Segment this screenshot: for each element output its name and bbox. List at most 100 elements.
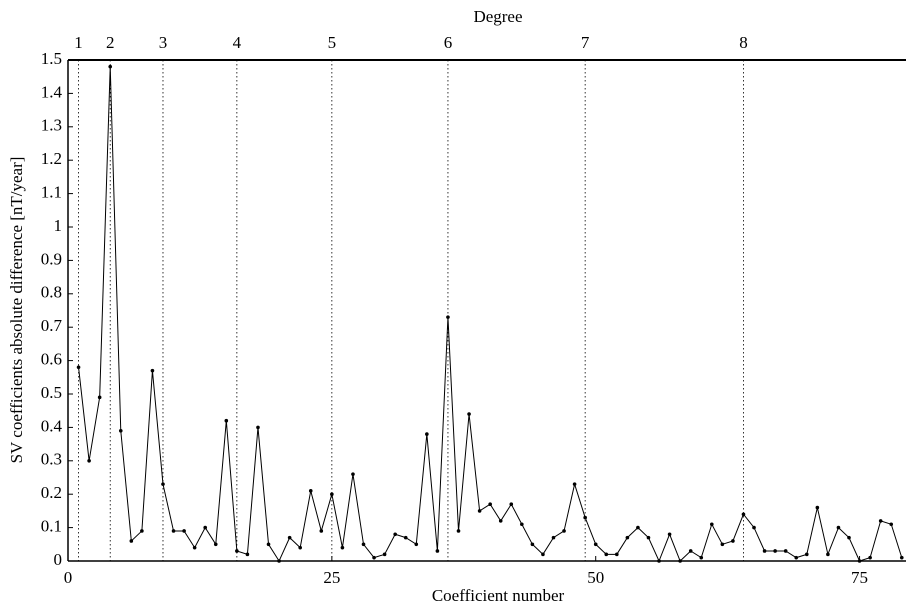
y-axis-title: SV coefficients absolute difference [nT/… [7, 157, 26, 464]
data-point [583, 515, 587, 520]
data-point [520, 522, 524, 527]
data-point [783, 549, 788, 553]
y-tick-label: 0.9 [41, 249, 62, 268]
data-point [245, 552, 250, 557]
data-point [636, 525, 640, 530]
data-point [710, 522, 714, 527]
y-tick-label: 1.4 [41, 82, 63, 101]
y-tick-label: 0.8 [41, 283, 62, 302]
y-tick-label: 1.2 [41, 149, 62, 168]
x-tick-label: 50 [587, 568, 604, 587]
data-point [87, 459, 91, 463]
data-point [330, 492, 334, 497]
data-point [572, 482, 577, 486]
y-tick-label: 1 [54, 216, 63, 235]
data-point [498, 519, 503, 523]
data-point [868, 555, 872, 560]
data-point [97, 395, 102, 400]
data-point [899, 555, 904, 560]
x-tick-label: 75 [851, 568, 868, 587]
y-tick-label: 0.7 [41, 316, 63, 335]
top-tick-label: 1 [74, 33, 83, 52]
data-point [319, 529, 324, 533]
data-point [541, 552, 545, 557]
data-point [266, 542, 271, 547]
data-point [192, 545, 197, 550]
x-tick-label: 0 [64, 568, 73, 587]
top-tick-label: 4 [233, 33, 242, 52]
data-point [509, 502, 514, 507]
data-point [456, 529, 461, 533]
data-point [773, 549, 777, 553]
data-point [488, 502, 492, 507]
data-point [287, 535, 292, 540]
data-point [203, 525, 208, 530]
data-point [118, 428, 123, 433]
y-tick-label: 1.3 [41, 116, 62, 135]
data-point [108, 64, 113, 69]
x-tick-label: 25 [323, 568, 340, 587]
data-point [235, 549, 239, 553]
data-point [688, 549, 693, 553]
top-tick-label: 5 [328, 33, 337, 52]
top-axis-title: Degree [473, 7, 522, 26]
data-point [731, 539, 735, 543]
data-point [878, 519, 883, 523]
data-point [657, 559, 661, 563]
data-point [298, 545, 302, 550]
data-point [720, 542, 725, 547]
data-point [224, 418, 229, 423]
data-point [857, 559, 862, 563]
data-point [667, 532, 672, 537]
data-point [646, 535, 651, 540]
x-axis-title: Coefficient number [432, 586, 565, 605]
data-point [403, 535, 408, 540]
data-point [741, 512, 746, 517]
data-point [393, 532, 397, 537]
data-point [826, 552, 830, 557]
top-tick-label: 8 [739, 33, 748, 52]
data-point [76, 365, 81, 370]
data-point [256, 425, 260, 430]
data-point [382, 552, 387, 557]
data-point [467, 412, 471, 416]
data-point [171, 529, 176, 533]
data-point [372, 555, 376, 560]
data-point [277, 559, 281, 563]
data-point [762, 549, 767, 553]
data-point [308, 489, 313, 493]
data-point [435, 549, 440, 553]
top-tick-label: 3 [159, 33, 168, 52]
y-tick-label: 1.1 [41, 183, 62, 202]
y-tick-label: 0.4 [41, 416, 63, 435]
data-point [551, 535, 556, 540]
data-point [477, 509, 482, 513]
data-point [425, 432, 429, 436]
top-tick-label: 6 [444, 33, 453, 52]
data-point [150, 368, 155, 373]
data-point [752, 525, 756, 530]
y-tick-label: 1.5 [41, 49, 62, 68]
data-point [889, 522, 894, 527]
data-point [213, 542, 218, 547]
data-point [361, 542, 366, 547]
data-point [340, 545, 345, 550]
data-point [562, 529, 566, 533]
data-point [699, 555, 704, 560]
data-point [446, 315, 450, 319]
data-point [530, 542, 535, 547]
top-tick-label: 7 [581, 33, 590, 52]
top-tick-label: 2 [106, 33, 115, 52]
data-point [129, 539, 134, 543]
data-point [604, 552, 609, 557]
data-point [140, 529, 144, 533]
data-line [78, 66, 903, 563]
data-point [615, 552, 619, 557]
data-point [836, 525, 841, 530]
y-tick-label: 0.2 [41, 483, 62, 502]
data-point [815, 505, 820, 510]
y-tick-label: 0.3 [41, 450, 62, 469]
data-point [161, 482, 165, 486]
y-tick-label: 0.1 [41, 517, 62, 536]
